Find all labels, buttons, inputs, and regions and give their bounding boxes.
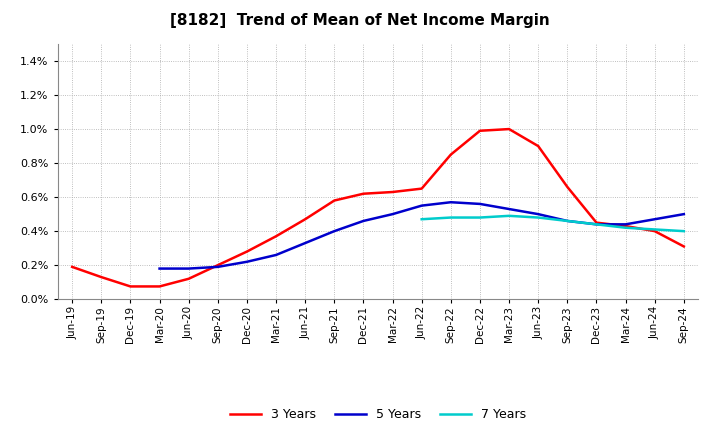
5 Years bbox=[621, 222, 630, 227]
5 Years bbox=[330, 228, 338, 234]
3 Years bbox=[388, 189, 397, 194]
3 Years bbox=[330, 198, 338, 203]
5 Years bbox=[388, 212, 397, 217]
5 Years bbox=[301, 240, 310, 246]
7 Years bbox=[476, 215, 485, 220]
3 Years bbox=[271, 234, 280, 239]
5 Years bbox=[271, 252, 280, 257]
3 Years bbox=[534, 143, 543, 149]
3 Years bbox=[243, 249, 251, 254]
5 Years bbox=[505, 206, 513, 212]
5 Years bbox=[563, 218, 572, 224]
3 Years bbox=[592, 220, 600, 225]
7 Years bbox=[534, 215, 543, 220]
3 Years bbox=[650, 228, 659, 234]
7 Years bbox=[680, 228, 688, 234]
7 Years bbox=[505, 213, 513, 219]
5 Years bbox=[359, 218, 368, 224]
5 Years bbox=[184, 266, 193, 271]
Legend: 3 Years, 5 Years, 7 Years: 3 Years, 5 Years, 7 Years bbox=[225, 403, 531, 425]
3 Years bbox=[680, 244, 688, 249]
5 Years bbox=[213, 264, 222, 270]
7 Years bbox=[563, 218, 572, 224]
3 Years bbox=[621, 224, 630, 229]
3 Years bbox=[446, 152, 455, 157]
7 Years bbox=[418, 216, 426, 222]
Line: 5 Years: 5 Years bbox=[160, 202, 684, 268]
3 Years bbox=[563, 184, 572, 190]
3 Years bbox=[418, 186, 426, 191]
3 Years bbox=[301, 216, 310, 222]
7 Years bbox=[621, 225, 630, 231]
3 Years bbox=[156, 284, 164, 289]
5 Years bbox=[418, 203, 426, 208]
3 Years bbox=[68, 264, 76, 270]
3 Years bbox=[97, 275, 106, 280]
3 Years bbox=[476, 128, 485, 133]
7 Years bbox=[592, 222, 600, 227]
3 Years bbox=[126, 284, 135, 289]
7 Years bbox=[650, 227, 659, 232]
3 Years bbox=[213, 263, 222, 268]
5 Years bbox=[592, 222, 600, 227]
5 Years bbox=[476, 201, 485, 206]
Line: 3 Years: 3 Years bbox=[72, 129, 684, 286]
5 Years bbox=[243, 259, 251, 264]
5 Years bbox=[156, 266, 164, 271]
5 Years bbox=[534, 212, 543, 217]
Line: 7 Years: 7 Years bbox=[422, 216, 684, 231]
5 Years bbox=[446, 200, 455, 205]
3 Years bbox=[505, 126, 513, 132]
Text: [8182]  Trend of Mean of Net Income Margin: [8182] Trend of Mean of Net Income Margi… bbox=[170, 13, 550, 28]
7 Years bbox=[446, 215, 455, 220]
3 Years bbox=[359, 191, 368, 196]
5 Years bbox=[650, 216, 659, 222]
5 Years bbox=[680, 212, 688, 217]
3 Years bbox=[184, 276, 193, 282]
